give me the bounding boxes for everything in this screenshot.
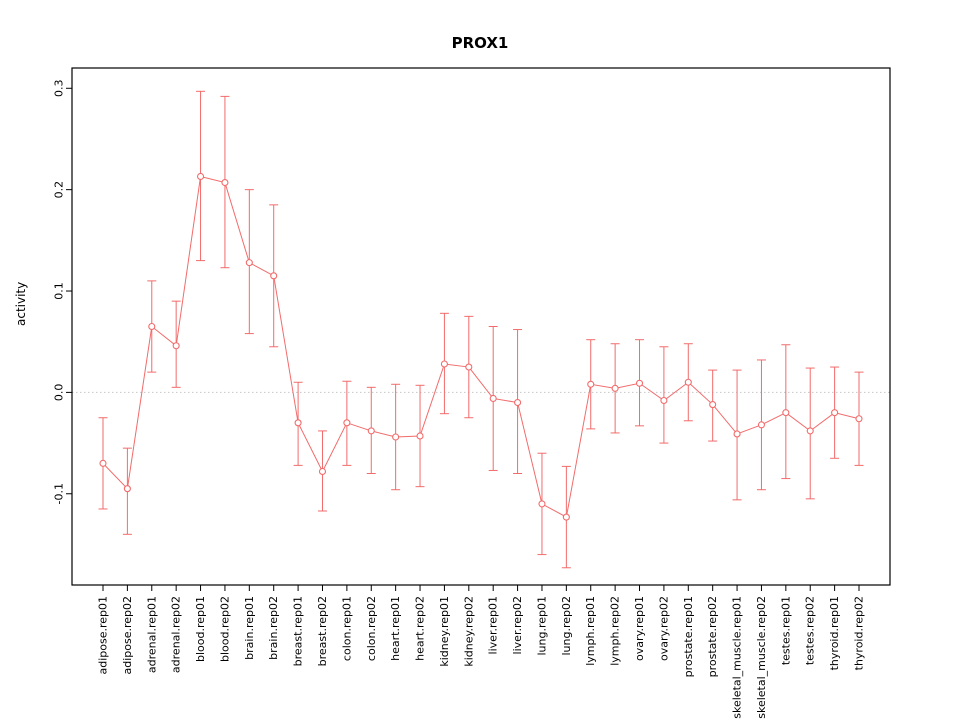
data-point <box>196 172 205 181</box>
x-tick-label: colon.rep02 <box>365 596 378 661</box>
x-tick-label: testes.rep01 <box>779 596 792 665</box>
data-point <box>465 363 473 371</box>
x-tick-label: skeletal_muscle.rep02 <box>755 596 768 719</box>
data-point <box>806 427 814 435</box>
x-tick-label: heart.rep01 <box>389 596 402 661</box>
data-point <box>172 342 180 350</box>
y-tick-label: 0.2 <box>53 181 66 199</box>
x-tick-label: breast.rep01 <box>292 596 305 666</box>
data-point <box>123 485 131 493</box>
x-tick-label: thyroid.rep02 <box>853 596 866 670</box>
data-point <box>245 259 253 267</box>
data-point <box>221 179 229 187</box>
data-point <box>392 433 400 441</box>
data-point <box>440 360 448 368</box>
data-point <box>318 467 327 476</box>
x-tick-label: ovary.rep02 <box>657 596 670 661</box>
data-point <box>782 409 790 417</box>
series-line <box>102 175 860 518</box>
data-point <box>635 379 644 387</box>
x-tick-label: kidney.rep02 <box>462 596 475 667</box>
data-point <box>416 432 424 440</box>
x-tick-label: heart.rep02 <box>414 596 427 661</box>
x-tick-label: adrenal.rep02 <box>170 596 183 673</box>
y-axis-label: activity <box>14 281 28 326</box>
x-tick-label: colon.rep01 <box>340 596 353 661</box>
data-point <box>294 419 302 427</box>
data-point <box>611 384 619 392</box>
plot-border <box>71 67 891 586</box>
x-tick-label: brain.rep01 <box>243 596 256 660</box>
chart-title: PROX1 <box>451 34 509 52</box>
x-tick-label: ovary.rep01 <box>633 596 646 661</box>
x-tick-label: lymph.rep02 <box>609 596 622 666</box>
x-tick-label: skeletal_muscle.rep01 <box>731 596 744 719</box>
data-point <box>367 427 375 435</box>
data-point <box>684 378 692 386</box>
data-point <box>733 430 741 438</box>
data-point <box>660 396 668 405</box>
x-tick-label: prostate.rep02 <box>706 596 719 677</box>
x-tick-label: lung.rep02 <box>560 596 573 656</box>
data-point <box>831 409 839 417</box>
x-tick-label: thyroid.rep01 <box>828 596 841 670</box>
y-tick-label: 0.0 <box>53 384 66 402</box>
x-tick-label: testes.rep02 <box>804 596 817 665</box>
data-point <box>514 398 522 407</box>
data-point <box>270 272 278 280</box>
x-tick-label: kidney.rep01 <box>438 596 451 667</box>
data-point <box>148 322 156 331</box>
x-tick-label: adipose.rep02 <box>121 596 134 675</box>
data-point <box>489 394 497 403</box>
y-tick-label: 0.3 <box>53 80 66 98</box>
x-tick-label: liver.rep02 <box>511 596 524 654</box>
y-tick-label: 0.1 <box>53 282 66 300</box>
x-tick-label: liver.rep01 <box>487 596 500 654</box>
data-point <box>562 513 570 521</box>
data-point <box>99 459 107 467</box>
x-tick-label: adrenal.rep01 <box>145 596 158 673</box>
x-tick-label: blood.rep02 <box>218 596 231 662</box>
x-tick-label: brain.rep02 <box>267 596 280 660</box>
data-point <box>343 419 351 427</box>
x-tick-label: adipose.rep01 <box>97 596 110 675</box>
x-tick-label: breast.rep02 <box>316 596 329 666</box>
data-point <box>757 421 766 429</box>
data-point <box>709 401 717 409</box>
data-point <box>855 415 863 423</box>
x-tick-label: blood.rep01 <box>194 596 207 662</box>
x-tick-label: lymph.rep01 <box>584 596 597 666</box>
x-tick-label: prostate.rep01 <box>682 596 695 677</box>
data-point <box>538 500 546 508</box>
y-tick-label: -0.1 <box>53 483 66 504</box>
data-point <box>587 380 595 388</box>
x-tick-label: lung.rep01 <box>535 596 548 656</box>
